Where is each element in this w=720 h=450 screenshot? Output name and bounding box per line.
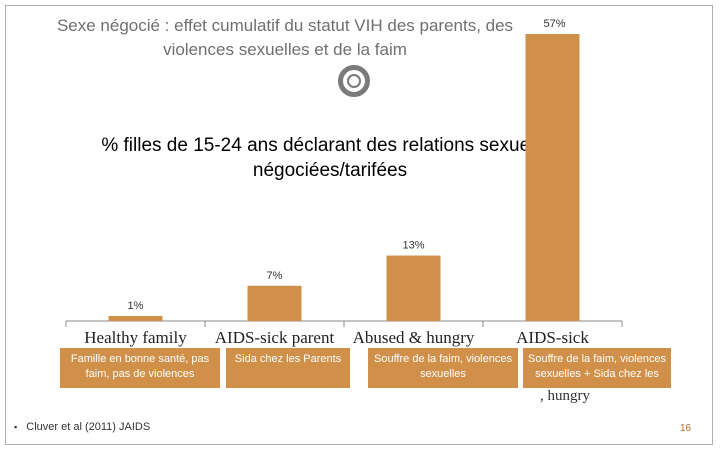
slide-frame — [5, 5, 713, 445]
bullet-icon: ▪ — [14, 422, 18, 432]
bar-4 — [525, 34, 580, 321]
page-number: 16 — [680, 423, 692, 434]
subtitle-line-1: % filles de 15-24 ans déclarant des rela… — [101, 135, 559, 156]
overlay-label-1: Famille en bonne santé, pas faim, pas de… — [60, 348, 220, 388]
category-label-2: AIDS-sick parent — [215, 328, 335, 347]
slide-title: Sexe négocié : effet cumulatif du statut… — [20, 14, 550, 62]
bar-3 — [386, 255, 441, 321]
chart-subtitle: % filles de 15-24 ans déclarant des rela… — [60, 133, 600, 183]
title-line-1: Sexe négocié : effet cumulatif du statut… — [56, 16, 514, 35]
category-label-3: Abused & hungry — [353, 328, 475, 347]
data-label-4: 57% — [543, 18, 565, 30]
footer-citation: ▪ Cluver et al (2011) JAIDS — [14, 421, 150, 433]
category-label-4: AIDS-sick — [516, 328, 589, 347]
subtitle-line-2: négociées/tarifées — [252, 160, 408, 181]
bar-1 — [108, 315, 163, 321]
overlay-label-3: Souffre de la faim, violences sexuelles — [368, 348, 518, 388]
data-label-2: 7% — [267, 270, 283, 282]
overlay-label-2: Sida chez les Parents — [226, 348, 350, 388]
title-line-2: violences sexuelles et de la faim — [163, 40, 407, 59]
overlay-label-4: Souffre de la faim, violences sexuelles … — [523, 348, 671, 388]
category-label-1: Healthy family — [84, 328, 187, 347]
bar-2 — [247, 285, 302, 321]
circle-ornament-icon — [338, 65, 370, 97]
clipped-text: , hungry — [540, 388, 590, 404]
data-label-1: 1% — [128, 300, 144, 312]
data-label-3: 13% — [402, 240, 424, 252]
citation-text: Cluver et al (2011) JAIDS — [26, 421, 151, 433]
